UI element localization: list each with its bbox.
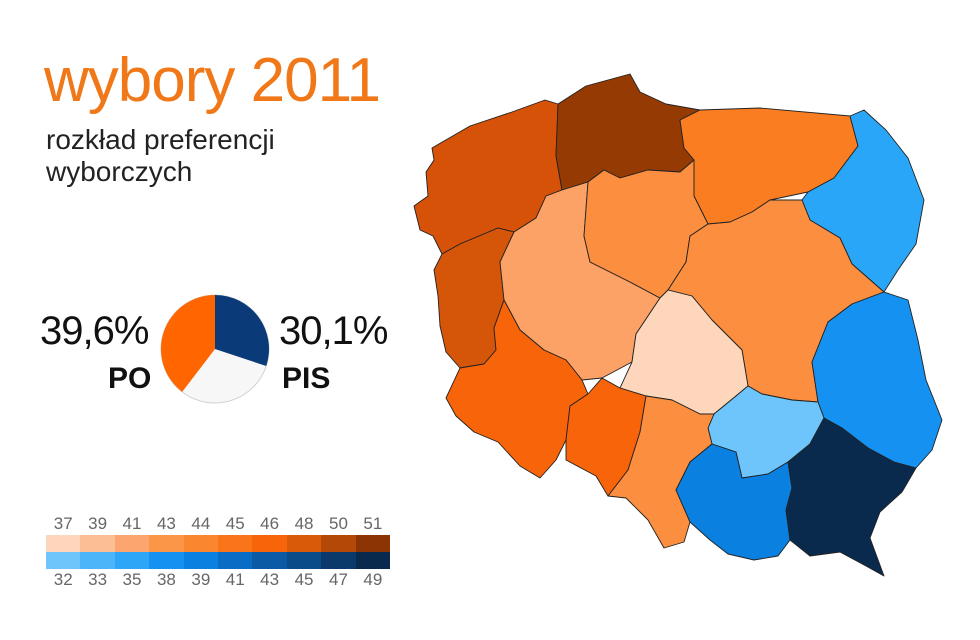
pis-scale-swatch — [252, 552, 287, 569]
po-scale-label: 45 — [225, 514, 245, 533]
poland-voivodeship-map — [413, 73, 943, 577]
po-scale-swatch — [183, 535, 219, 552]
pis-scale-swatch — [114, 552, 150, 569]
pie-slice-pis — [215, 295, 269, 367]
region-malopolskie — [675, 443, 793, 561]
po-scale-label: 48 — [294, 514, 314, 533]
region-podkarpackie — [785, 417, 917, 577]
pis-scale-label: 45 — [294, 570, 314, 589]
pis-scale-swatch — [218, 552, 253, 569]
pis-scale-swatch — [46, 552, 81, 569]
po-scale-swatch — [46, 535, 81, 552]
po-scale-swatch — [114, 535, 150, 552]
pis-scale-label: 33 — [88, 570, 108, 589]
pis-scale-swatch — [286, 552, 322, 569]
color-scale-legend: 37 39 41 43 44 45 46 48 50 51 32 33 — [46, 513, 391, 591]
pis-scale-swatches — [46, 552, 391, 569]
po-scale-label: 51 — [363, 514, 383, 533]
vote-share-pie — [160, 294, 270, 404]
po-scale-swatch — [252, 535, 287, 552]
po-scale-label: 41 — [122, 514, 142, 533]
pis-scale-label: 49 — [363, 570, 383, 589]
pis-scale-label: 39 — [191, 570, 211, 589]
po-scale-swatch — [286, 535, 322, 552]
po-scale-swatches — [46, 535, 391, 552]
po-scale-label: 43 — [156, 514, 176, 533]
pis-scale-label: 47 — [328, 570, 348, 589]
po-scale-label: 39 — [88, 514, 108, 533]
pis-scale-swatch — [183, 552, 219, 569]
po-party-label: PO — [108, 362, 152, 395]
po-scale-label: 37 — [53, 514, 73, 533]
pis-scale-label: 41 — [225, 570, 245, 589]
pie-slice-po — [160, 295, 215, 392]
pis-scale-label: 35 — [122, 570, 142, 589]
po-scale-label: 46 — [260, 514, 280, 533]
pis-scale-swatch — [355, 552, 391, 569]
po-scale-swatch — [321, 535, 356, 552]
pis-scale-swatch — [149, 552, 184, 569]
page-title: wybory 2011 — [44, 46, 381, 115]
pis-scale-swatch — [80, 552, 115, 569]
po-scale-labels: 37 39 41 43 44 45 46 48 50 51 — [46, 513, 390, 535]
po-percentage: 39,6% — [40, 309, 149, 353]
pis-scale-label: 32 — [53, 570, 73, 589]
po-scale-swatch — [218, 535, 253, 552]
po-scale-swatch — [355, 535, 391, 552]
page-subtitle: rozkład preferencji wyborczych — [46, 124, 275, 187]
pis-party-label: PIS — [282, 362, 331, 395]
po-scale-label: 50 — [328, 514, 348, 533]
po-scale-swatch — [149, 535, 184, 552]
pis-percentage: 30,1% — [279, 309, 388, 353]
po-scale-label: 44 — [191, 514, 211, 533]
pis-scale-labels: 32 33 35 38 39 41 43 45 47 49 — [46, 569, 390, 591]
pis-scale-swatch — [321, 552, 356, 569]
po-scale-swatch — [80, 535, 115, 552]
pis-scale-label: 38 — [156, 570, 176, 589]
pis-scale-label: 43 — [260, 570, 280, 589]
